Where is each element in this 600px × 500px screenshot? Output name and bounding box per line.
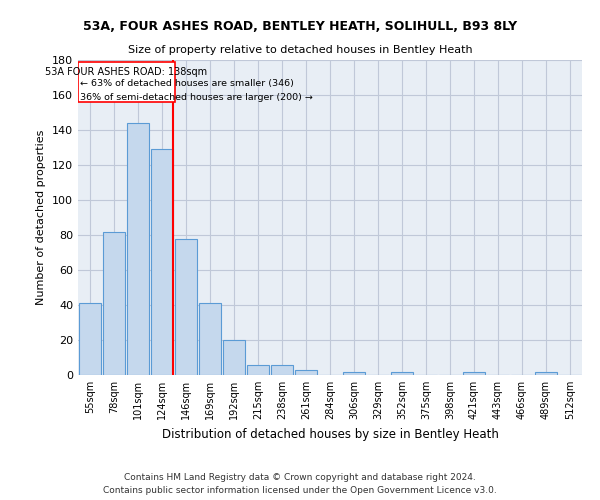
Bar: [103, 232, 125, 375]
X-axis label: Distribution of detached houses by size in Bentley Heath: Distribution of detached houses by size …: [161, 428, 499, 440]
Bar: [223, 340, 245, 375]
Bar: [295, 370, 317, 375]
Y-axis label: Number of detached properties: Number of detached properties: [37, 130, 46, 305]
Text: ← 63% of detached houses are smaller (346): ← 63% of detached houses are smaller (34…: [80, 79, 294, 88]
Bar: [391, 372, 413, 375]
Bar: [271, 364, 293, 375]
Text: 53A, FOUR ASHES ROAD, BENTLEY HEATH, SOLIHULL, B93 8LY: 53A, FOUR ASHES ROAD, BENTLEY HEATH, SOL…: [83, 20, 517, 33]
Bar: [127, 123, 149, 375]
Bar: [79, 303, 101, 375]
Text: 36% of semi-detached houses are larger (200) →: 36% of semi-detached houses are larger (…: [80, 93, 313, 102]
Text: Size of property relative to detached houses in Bentley Heath: Size of property relative to detached ho…: [128, 45, 472, 55]
Bar: [247, 364, 269, 375]
Bar: [343, 372, 365, 375]
Text: 53A FOUR ASHES ROAD: 138sqm: 53A FOUR ASHES ROAD: 138sqm: [46, 67, 208, 77]
Text: Contains public sector information licensed under the Open Government Licence v3: Contains public sector information licen…: [103, 486, 497, 495]
FancyBboxPatch shape: [79, 62, 175, 102]
Bar: [535, 372, 557, 375]
Bar: [463, 372, 485, 375]
Bar: [175, 238, 197, 375]
Bar: [199, 303, 221, 375]
Bar: [151, 149, 173, 375]
Text: Contains HM Land Registry data © Crown copyright and database right 2024.: Contains HM Land Registry data © Crown c…: [124, 474, 476, 482]
